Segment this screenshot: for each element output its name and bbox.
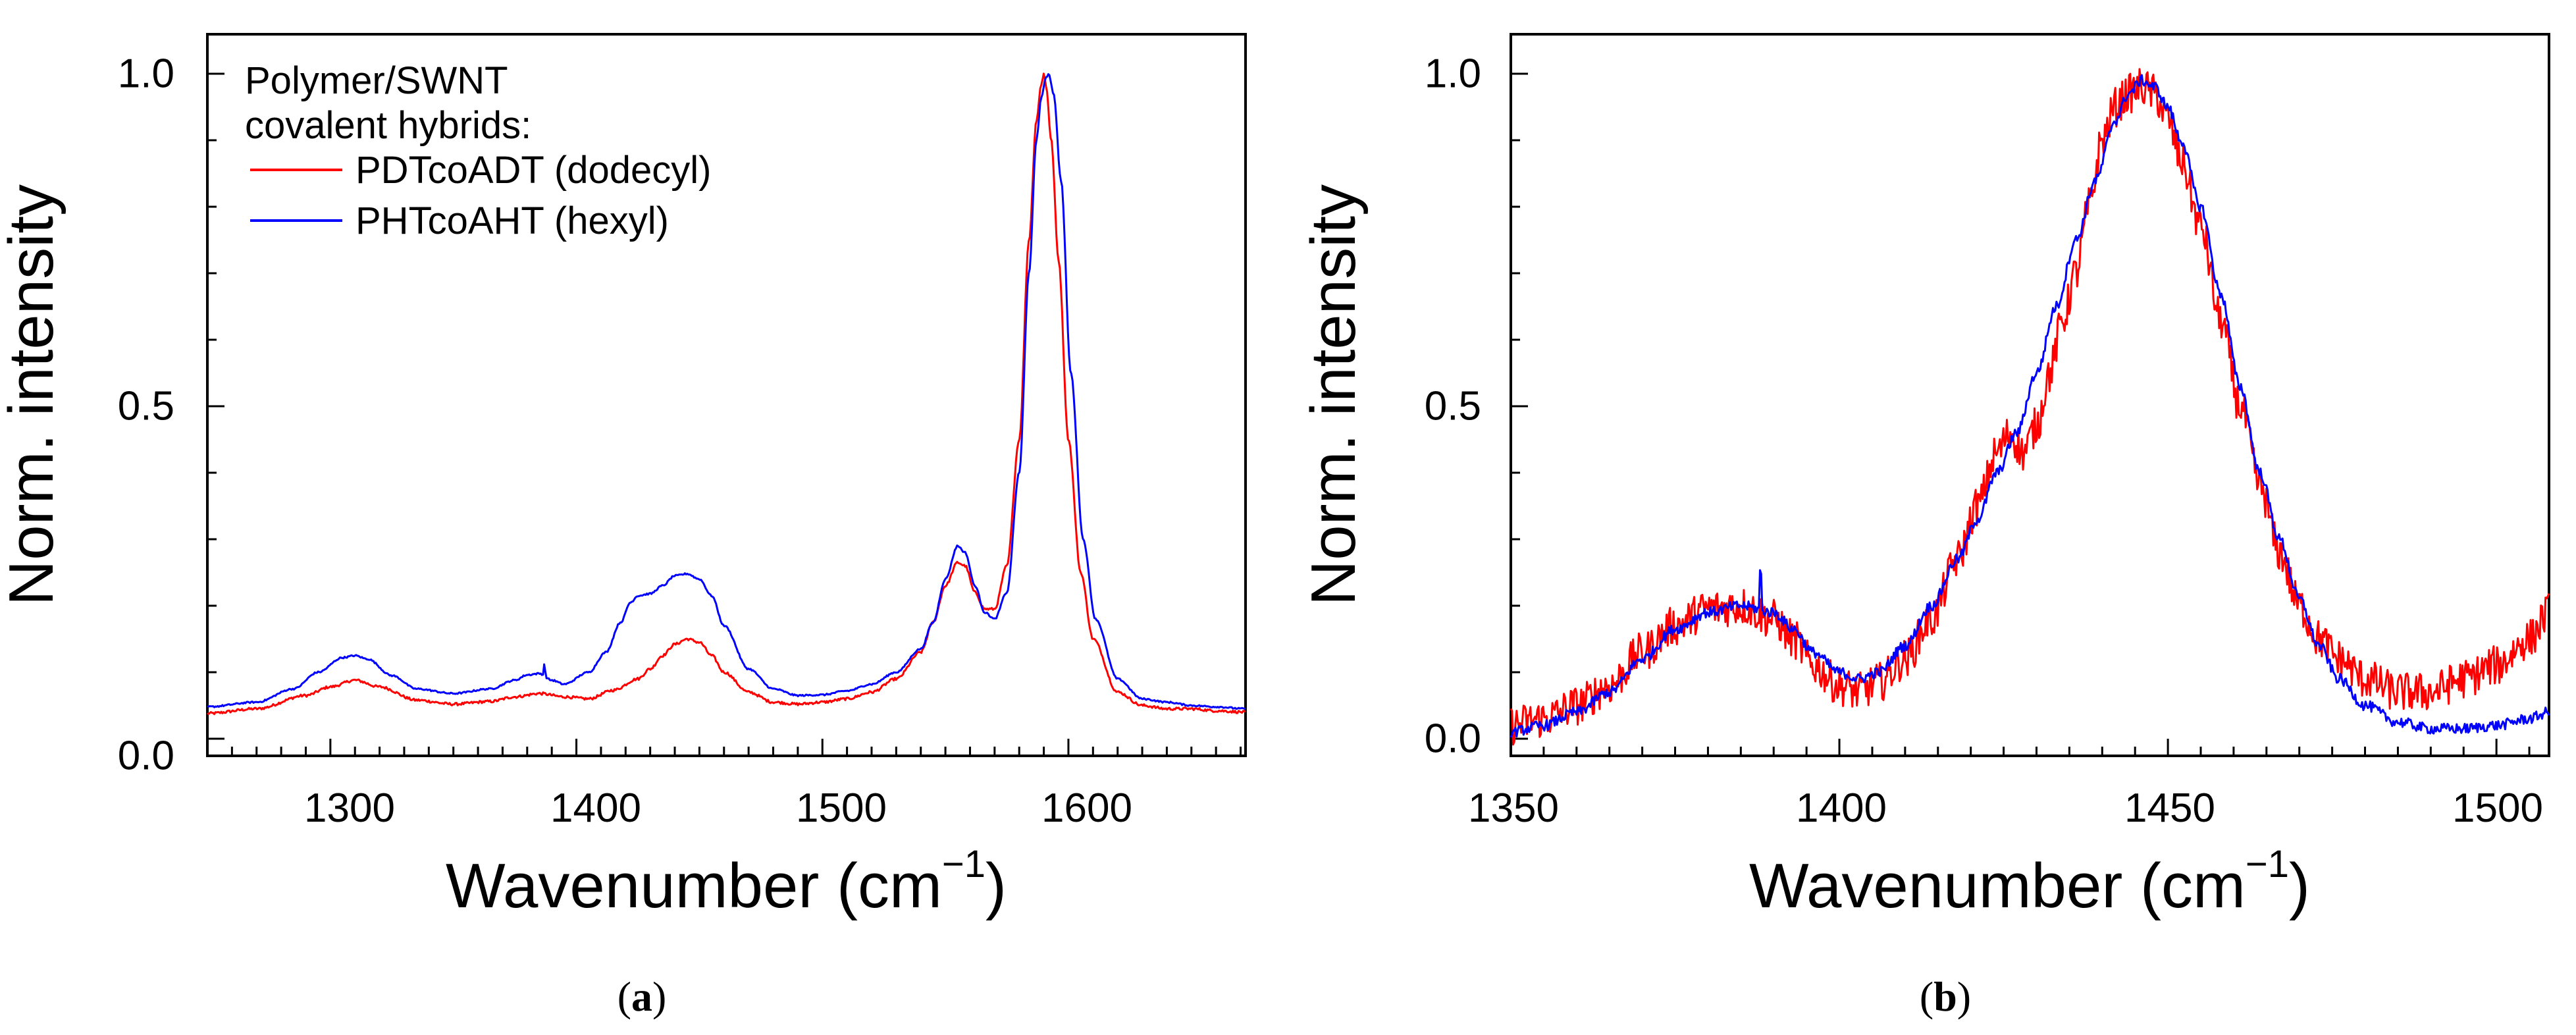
panel-a-xtick-label-3: 1600 xyxy=(1041,785,1132,831)
panel-a-ytick-label-0: 0.0 xyxy=(118,733,174,779)
legend-label-pdtcoadt: PDTcoADT (dodecyl) xyxy=(355,149,711,192)
panel-a-series xyxy=(207,72,1246,716)
series-line-pdtcoadt xyxy=(207,72,1246,716)
panel-a-x-axis-label: Wavenumber (cm−1) xyxy=(446,843,1007,921)
panel-a-xtick-label-1: 1400 xyxy=(550,785,641,831)
panel-b-ytick-label-2: 1.0 xyxy=(1425,51,1481,97)
panel-b-series xyxy=(1510,68,2550,746)
panel-a-xtick-label-0: 1300 xyxy=(304,785,395,831)
panel-a-y-axis-label: Norm. intensity xyxy=(0,184,66,606)
panel-b-chart: 0.0 0.5 1.0 1350 1400 1450 1500 Wavenumb… xyxy=(1298,33,2550,921)
panel-a-plot-frame xyxy=(206,33,1247,757)
panel-b-ytick-label-1: 0.5 xyxy=(1425,384,1481,429)
panel-b-caption: (b) xyxy=(1920,973,1971,1020)
legend-label-phtcoaht: PHTcoAHT (hexyl) xyxy=(355,199,669,242)
legend-title-line-1: Polymer/SWNT xyxy=(245,59,508,102)
panel-a-xtick-label-2: 1500 xyxy=(796,785,887,831)
panel-b-xtick-label-3: 1500 xyxy=(2452,785,2543,831)
panel-a-ytick-label-2: 1.0 xyxy=(118,51,174,97)
panel-a-caption: (a) xyxy=(618,973,667,1020)
panel-a-legend: Polymer/SWNT covalent hybrids: PDTcoADT … xyxy=(245,59,711,242)
series-line-phtcoaht xyxy=(1510,74,2550,738)
panel-b-ytick-label-0: 0.0 xyxy=(1425,716,1481,762)
panel-b-x-axis-label: Wavenumber (cm−1) xyxy=(1749,843,2310,921)
series-line-phtcoaht xyxy=(207,73,1246,710)
legend-title-line-2: covalent hybrids: xyxy=(245,104,531,147)
panel-b-xtick-label-1: 1400 xyxy=(1796,785,1887,831)
panel-b-xtick-label-2: 1450 xyxy=(2124,785,2215,831)
panel-a-ticks xyxy=(206,72,1242,756)
series-line-pdtcoadt xyxy=(1510,68,2550,746)
panel-b-y-axis-label: Norm. intensity xyxy=(1298,184,1369,606)
panel-a-ytick-label-1: 0.5 xyxy=(118,384,174,429)
panel-b-xtick-label-0: 1350 xyxy=(1468,785,1559,831)
panel-a-chart: 0.0 0.5 1.0 1300 1400 1500 1600 Wavenumb… xyxy=(0,33,1247,921)
panel-b-plot-frame xyxy=(1510,33,2550,757)
panel-b-ticks xyxy=(1510,72,2531,756)
